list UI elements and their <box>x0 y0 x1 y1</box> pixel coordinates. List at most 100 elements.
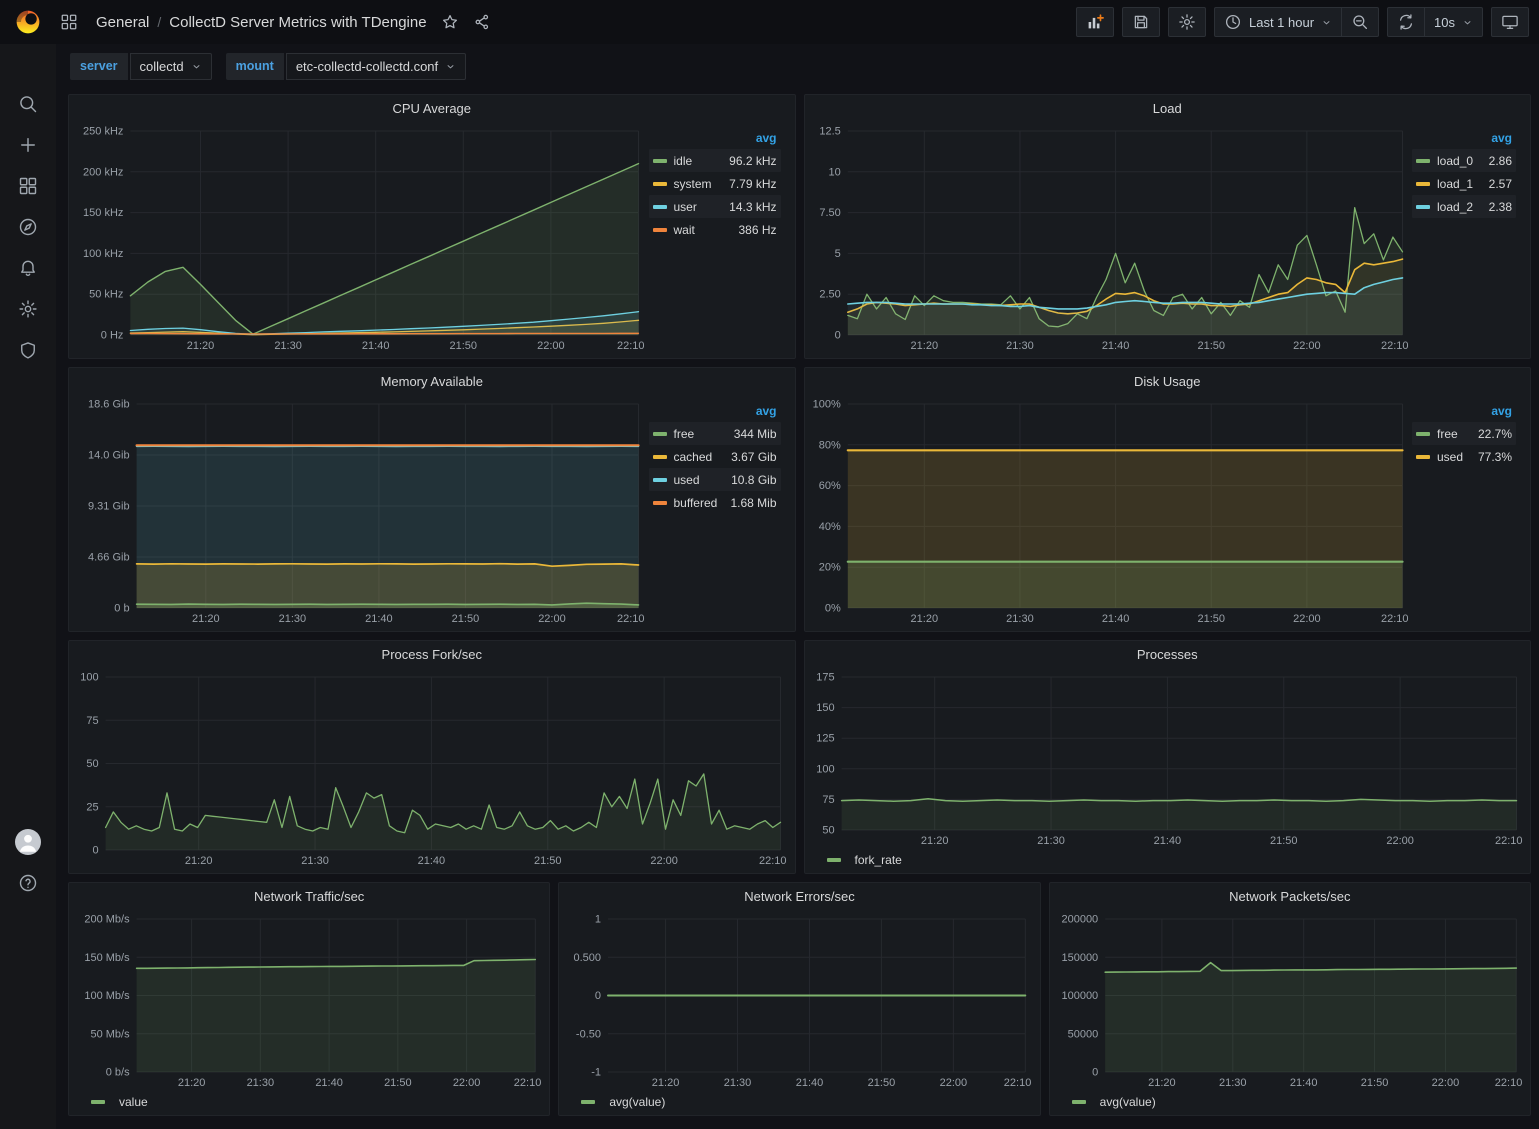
variable-server-select[interactable]: collectd <box>129 52 212 80</box>
disk-usage-chart[interactable]: 0% 20% 40% 60% 80% 100% 21:20 21:30 21:40 21:50 22… <box>809 396 1411 628</box>
grafana-logo[interactable] <box>0 8 56 36</box>
dashboard-settings-button[interactable] <box>1167 7 1206 37</box>
svg-text:80%: 80% <box>818 439 840 451</box>
series-swatch <box>1416 454 1430 459</box>
refresh-interval-label: 10s <box>1434 14 1455 30</box>
panel-title[interactable]: Disk Usage <box>1134 374 1201 389</box>
panels-grid: CPU Average 0 Hz 50 kHz 100 kHz 150 kHz 200 … <box>56 88 1539 1116</box>
panel-network-packets: Network Packets/sec 0 50000 100000 150000 20… <box>1048 882 1531 1116</box>
panel-title[interactable]: Network Errors/sec <box>744 889 855 904</box>
svg-text:250 kHz: 250 kHz <box>83 126 123 138</box>
legend-avg-header[interactable]: avg <box>755 404 777 418</box>
network-traffic-chart[interactable]: 0 b/s 50 Mb/s 100 Mb/s 150 Mb/s 200 Mb/s 21:2… <box>73 911 543 1092</box>
kiosk-mode-button[interactable] <box>1491 7 1529 37</box>
panel-title[interactable]: CPU Average <box>392 101 472 116</box>
network-packets-chart[interactable]: 0 50000 100000 150000 200000 21:20 21:30 21:40 2… <box>1054 911 1524 1092</box>
legend-item-value[interactable]: value <box>73 1092 543 1112</box>
save-dashboard-button[interactable] <box>1121 7 1160 37</box>
series-label: value <box>119 1095 148 1109</box>
time-range-picker[interactable]: Last 1 hour <box>1213 7 1343 37</box>
panel-title[interactable]: Processes <box>1136 647 1198 662</box>
legend-item-idle[interactable]: idle 96.2 kHz <box>648 149 781 172</box>
zoom-out-button[interactable] <box>1342 7 1380 37</box>
search-icon <box>20 96 37 113</box>
legend-item-load-2[interactable]: load_2 2.38 <box>1412 195 1516 218</box>
load-chart[interactable]: 0 2.50 5 7.50 10 12.5 21:20 21:30 21:40 21:50 22:0… <box>809 123 1411 355</box>
svg-text:21:40: 21:40 <box>796 1077 824 1089</box>
sidebar-item-alerting[interactable] <box>11 256 45 280</box>
legend-item-load-1[interactable]: load_1 2.57 <box>1412 172 1516 195</box>
series-label: fork_rate <box>854 853 902 867</box>
svg-text:0: 0 <box>92 845 98 857</box>
svg-text:21:50: 21:50 <box>384 1077 412 1089</box>
share-button[interactable] <box>469 9 495 35</box>
legend-item-used[interactable]: used 77.3% <box>1412 445 1516 468</box>
sidebar-item-explore[interactable] <box>11 215 45 239</box>
refresh-interval-select[interactable]: 10s <box>1425 7 1483 37</box>
svg-text:21:20: 21:20 <box>910 340 938 352</box>
cpu-average-chart[interactable]: 0 Hz 50 kHz 100 kHz 150 kHz 200 kHz 250 kHz 21… <box>73 123 647 355</box>
breadcrumb-folder[interactable]: General <box>96 13 150 31</box>
top-navbar: General / CollectD Server Metrics with T… <box>0 0 1539 44</box>
svg-text:21:30: 21:30 <box>1037 835 1065 847</box>
series-label: free <box>1437 426 1458 441</box>
svg-text:100: 100 <box>816 763 834 775</box>
variable-mount-select[interactable]: etc-collectd-collectd.conf <box>285 52 467 80</box>
legend-item-free[interactable]: free 344 Mib <box>648 422 781 445</box>
series-swatch <box>652 477 667 482</box>
svg-text:21:50: 21:50 <box>868 1077 896 1089</box>
legend-item-buffered[interactable]: buffered 1.68 Mib <box>649 491 781 514</box>
series-swatch <box>652 158 667 163</box>
legend-item-avg-value[interactable]: avg(value) <box>563 1092 1033 1112</box>
svg-text:20%: 20% <box>818 562 840 574</box>
refresh-button[interactable] <box>1387 7 1426 37</box>
add-panel-button[interactable] <box>1075 7 1114 37</box>
network-errors-chart[interactable]: -1 -0.50 0 0.500 1 21:20 21:30 21:40 21:50 22:00 2… <box>563 911 1033 1092</box>
user-profile-button[interactable] <box>11 829 45 855</box>
help-button[interactable] <box>11 871 45 895</box>
series-value: 344 Mib <box>733 426 777 441</box>
panel-title[interactable]: Memory Available <box>380 374 483 389</box>
process-fork-chart[interactable]: 0 25 50 75 100 21:20 21:30 21:40 21:50 22:00 22:10 <box>73 669 789 870</box>
dashboard-title[interactable]: CollectD Server Metrics with TDengine <box>169 13 427 31</box>
legend-avg-header[interactable]: avg <box>1491 404 1512 418</box>
series-value: 96.2 kHz <box>729 153 777 168</box>
legend-avg-header[interactable]: avg <box>1491 131 1512 145</box>
legend: avg free 22.7% used 77.3% <box>1410 396 1524 628</box>
processes-chart[interactable]: 50 75 100 125 150 175 21:20 21:30 21:40 21:50 22:0… <box>809 669 1525 850</box>
sidebar-item-search[interactable] <box>11 92 45 116</box>
panel-title[interactable]: Network Packets/sec <box>1229 889 1351 904</box>
panel-title[interactable]: Load <box>1152 101 1182 116</box>
add-panel-icon <box>1088 14 1104 29</box>
memory-available-chart[interactable]: 0 b 4.66 Gib 9.31 Gib 14.0 Gib 18.6 Gib 21:20… <box>73 396 647 628</box>
panel-title[interactable]: Network Traffic/sec <box>254 889 365 904</box>
legend-item-system[interactable]: system 7.79 kHz <box>649 172 781 195</box>
legend-item-fork-rate[interactable]: fork_rate <box>809 850 1525 870</box>
svg-text:21:30: 21:30 <box>724 1077 752 1089</box>
series-swatch <box>91 1100 105 1104</box>
svg-text:100 Mb/s: 100 Mb/s <box>84 990 130 1002</box>
panel-title[interactable]: Process Fork/sec <box>381 647 482 662</box>
sidebar-item-create[interactable] <box>11 133 45 157</box>
legend-avg-header[interactable]: avg <box>755 131 777 145</box>
series-label: idle <box>673 153 693 168</box>
sidebar-item-configuration[interactable] <box>11 297 45 321</box>
legend-item-cached[interactable]: cached 3.67 Gib <box>649 445 781 468</box>
svg-text:21:50: 21:50 <box>534 855 562 867</box>
legend-item-used[interactable]: used 10.8 Gib <box>648 468 781 491</box>
sidebar-item-dashboards[interactable] <box>11 174 45 198</box>
star-button[interactable] <box>437 9 463 35</box>
legend-item-free[interactable]: free 22.7% <box>1412 422 1516 445</box>
legend-item-user[interactable]: user 14.3 kHz <box>648 195 781 218</box>
question-icon <box>19 874 37 892</box>
legend-item-load-0[interactable]: load_0 2.86 <box>1412 149 1516 172</box>
series-value: 7.79 kHz <box>729 176 777 191</box>
legend-item-wait[interactable]: wait 386 Hz <box>649 218 781 241</box>
legend-item-avg-value[interactable]: avg(value) <box>1054 1092 1524 1112</box>
sidebar-item-server-admin[interactable] <box>11 338 45 362</box>
panel-disk-usage: Disk Usage 0% 20% 40% 60% 80% 100% 21:20 21:30 2… <box>803 367 1531 632</box>
svg-text:21:20: 21:20 <box>910 613 938 625</box>
series-swatch <box>1416 431 1430 436</box>
svg-text:0 b/s: 0 b/s <box>106 1067 130 1079</box>
svg-text:21:20: 21:20 <box>1148 1077 1176 1089</box>
